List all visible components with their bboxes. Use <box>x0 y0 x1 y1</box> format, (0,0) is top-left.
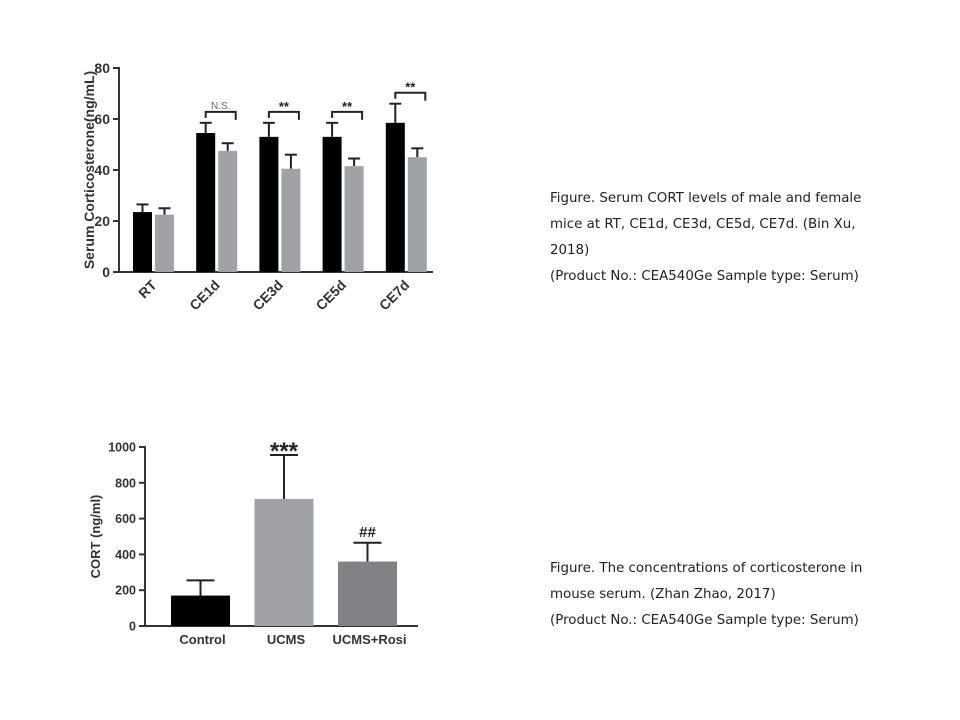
bar-ce3d-series2 <box>281 168 301 272</box>
bar-control <box>171 595 230 626</box>
bar-ce5d-series1 <box>322 136 342 272</box>
y-axis-label: CORT (ng/ml) <box>88 495 103 579</box>
significance-label: ** <box>342 99 353 114</box>
caption-line: Figure. Serum CORT levels of male and fe… <box>550 191 862 206</box>
x-tick-label: UCMS <box>267 632 306 647</box>
y-axis-label: Serum Corticosterone(ng/mL) <box>81 71 97 269</box>
x-tick-label: CE3d <box>249 277 286 314</box>
y-tick-label: 400 <box>115 548 136 562</box>
caption-line: Figure. The concentrations of corticoste… <box>550 561 863 576</box>
x-tick-label: CE7d <box>376 277 413 314</box>
y-tick-label: 20 <box>94 213 110 229</box>
y-tick-label: 200 <box>115 584 136 598</box>
significance-label: N.S. <box>211 101 230 112</box>
y-tick-label: 60 <box>94 111 110 127</box>
caption-line: (Product No.: CEA540Ge Sample type: Seru… <box>550 613 859 628</box>
bar-ce5d-series2 <box>344 166 364 272</box>
bar-rt-series1 <box>133 212 152 272</box>
bar-ce1d-series1 <box>196 133 216 272</box>
x-tick-label: CE1d <box>186 277 223 314</box>
bar-ce3d-series1 <box>259 136 279 272</box>
significance-bracket <box>394 91 427 101</box>
significance-bracket <box>267 110 300 120</box>
figure-caption-2: Figure. The concentrations of corticoste… <box>550 556 862 634</box>
y-tick-label: 80 <box>94 60 110 76</box>
x-tick-label: RT <box>135 276 160 301</box>
caption-line: (Product No.: CEA540Ge Sample type: Seru… <box>550 269 859 284</box>
x-tick-label: CE5d <box>313 277 350 314</box>
bar-ucms-rosi <box>338 561 397 626</box>
x-tick-label: Control <box>179 632 225 647</box>
bar-ce7d-series1 <box>385 122 405 272</box>
y-tick-label: 1000 <box>108 441 136 455</box>
bar-ce1d-series2 <box>218 150 238 272</box>
significance-label: ** <box>405 80 416 95</box>
significance-label: ** <box>279 99 290 114</box>
y-tick-label: 0 <box>102 264 110 280</box>
bar-ucms <box>254 498 314 626</box>
caption-line: mouse serum. (Zhan Zhao, 2017) <box>550 587 776 602</box>
bar-ce7d-series2 <box>407 157 427 272</box>
caption-line: mice at RT, CE1d, CE3d, CE5d, CE7d. (Bin… <box>550 217 856 232</box>
x-tick-label: UCMS+Rosi <box>332 632 406 647</box>
significance-label: ## <box>359 524 376 541</box>
significance-bracket <box>331 110 364 120</box>
caption-line: 2018) <box>550 243 590 258</box>
y-tick-label: 600 <box>115 512 136 526</box>
y-tick-label: 0 <box>129 620 136 634</box>
y-tick-label: 800 <box>115 476 136 490</box>
significance-bracket <box>204 110 237 120</box>
figure-caption-1: Figure. Serum CORT levels of male and fe… <box>550 186 861 290</box>
significance-label: *** <box>270 438 299 465</box>
y-tick-label: 40 <box>94 162 110 178</box>
bar-rt-series2 <box>155 214 174 272</box>
